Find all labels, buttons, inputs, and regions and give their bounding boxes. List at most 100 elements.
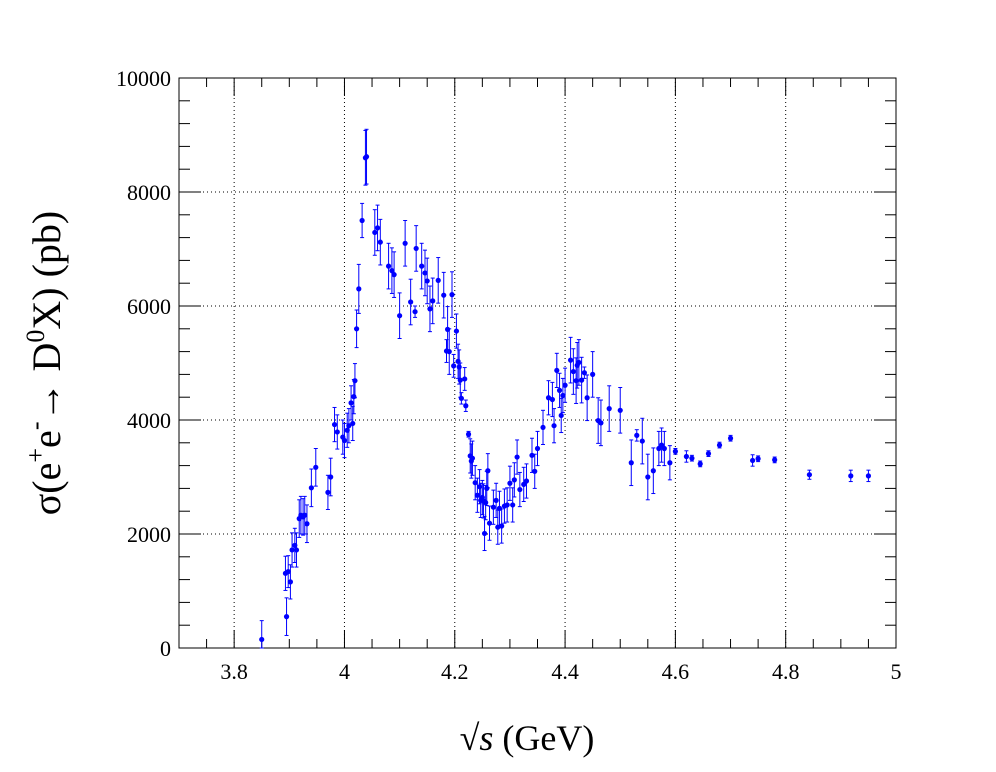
data-point <box>348 385 354 421</box>
y-tick-label: 0 <box>160 636 171 661</box>
data-point <box>412 305 418 318</box>
data-marker <box>285 569 291 575</box>
data-marker <box>441 292 447 298</box>
data-point <box>374 204 381 252</box>
data-point <box>402 220 408 267</box>
data-marker <box>446 349 452 355</box>
data-point <box>325 474 331 510</box>
data-point <box>490 489 496 525</box>
data-marker <box>750 457 756 464</box>
data-point <box>282 555 289 591</box>
data-point <box>481 515 488 552</box>
y-tick-label: 6000 <box>127 294 171 319</box>
data-marker <box>716 442 723 448</box>
x-axis-title-unit: (GeV) <box>493 718 594 758</box>
data-marker <box>485 468 491 474</box>
data-point <box>667 445 673 481</box>
data-point <box>302 495 308 535</box>
data-point <box>313 448 319 487</box>
data-point <box>427 285 433 333</box>
data-marker <box>449 292 455 298</box>
data-marker <box>302 512 308 518</box>
data-point <box>656 430 662 467</box>
x-axis-title-var: s <box>479 718 493 758</box>
data-point <box>727 434 734 442</box>
data-point <box>705 450 712 457</box>
x-tick-label: 4.2 <box>441 659 469 684</box>
data-point <box>359 202 365 239</box>
data-point <box>772 456 778 464</box>
data-marker <box>397 313 403 319</box>
data-marker <box>532 468 538 474</box>
data-point <box>532 453 538 489</box>
y-axis-title-part-1: + <box>21 448 50 463</box>
data-point <box>446 328 452 375</box>
data-point <box>507 465 513 501</box>
data-marker <box>484 485 490 491</box>
data-point <box>562 367 568 403</box>
data-marker <box>391 272 397 278</box>
data-point <box>372 209 378 256</box>
data-marker <box>304 521 310 527</box>
data-marker <box>486 520 493 526</box>
data-marker <box>576 359 582 366</box>
data-point <box>865 469 872 483</box>
data-marker <box>848 473 854 479</box>
data-marker <box>523 478 530 484</box>
data-marker <box>705 451 712 457</box>
data-point <box>750 454 756 467</box>
data-marker <box>331 421 338 428</box>
data-marker <box>328 474 334 480</box>
x-tick-label: 3.8 <box>220 659 248 684</box>
data-point <box>672 448 678 455</box>
data-point <box>308 468 314 508</box>
data-point <box>453 313 460 349</box>
data-marker <box>419 263 425 269</box>
data-point <box>422 249 428 297</box>
data-point <box>474 477 480 513</box>
data-point <box>590 351 596 398</box>
x-axis-title: √s (GeV) <box>460 718 595 758</box>
data-marker <box>453 328 460 334</box>
data-marker <box>341 437 348 444</box>
data-marker <box>634 432 640 438</box>
data-point <box>496 490 503 526</box>
data-marker <box>496 505 503 511</box>
data-marker <box>554 367 560 374</box>
data-marker <box>435 277 441 283</box>
x-tick-label: 4.6 <box>662 659 690 684</box>
data-marker <box>389 268 395 274</box>
data-point <box>806 469 813 480</box>
data-marker <box>598 420 604 426</box>
data-point <box>435 257 441 304</box>
data-marker <box>517 486 523 493</box>
data-marker <box>469 455 476 461</box>
data-marker <box>350 420 356 427</box>
x-tick-label: 4.4 <box>551 659 579 684</box>
data-point <box>493 482 499 518</box>
data-marker <box>408 299 414 305</box>
data-marker <box>451 363 457 369</box>
data-marker <box>490 504 496 510</box>
data-point <box>449 271 455 318</box>
data-marker <box>534 445 541 452</box>
data-point <box>501 488 508 524</box>
data-marker <box>456 364 462 370</box>
data-marker <box>865 473 872 479</box>
y-tick-label: 10000 <box>116 66 171 91</box>
data-point <box>697 460 703 468</box>
data-point <box>385 242 392 290</box>
data-point <box>441 271 447 319</box>
data-marker <box>493 497 499 503</box>
data-marker <box>374 225 381 231</box>
data-point <box>451 353 457 378</box>
data-point <box>549 381 555 418</box>
data-marker <box>499 523 505 529</box>
data-point <box>408 278 414 326</box>
y-axis-title-part-0: σ(e <box>24 463 69 516</box>
data-marker <box>667 460 673 466</box>
data-point <box>352 363 358 399</box>
data-marker <box>645 474 651 480</box>
data-marker <box>283 614 290 620</box>
data-marker <box>507 480 513 486</box>
